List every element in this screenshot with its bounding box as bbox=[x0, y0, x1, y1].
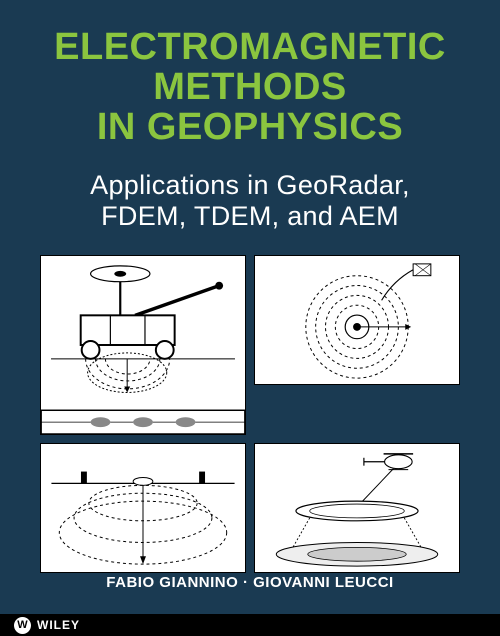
authors: FABIO GIANNINO · GIOVANNI LEUCCI bbox=[0, 574, 500, 591]
diagram-gpr bbox=[40, 255, 246, 435]
diagram-tdem bbox=[40, 443, 246, 573]
main-title: ELECTROMAGNETIC METHODS IN GEOPHYSICS bbox=[0, 0, 500, 148]
subtitle: Applications in GeoRadar, FDEM, TDEM, an… bbox=[0, 170, 500, 232]
publisher-mark-icon: W bbox=[14, 617, 31, 634]
subtitle-line-1: Applications in GeoRadar, bbox=[40, 170, 460, 201]
title-line-1: ELECTROMAGNETIC bbox=[30, 28, 470, 68]
author-2: GIOVANNI LEUCCI bbox=[253, 574, 394, 591]
publisher-name: WILEY bbox=[37, 618, 80, 632]
author-1: FABIO GIANNINO bbox=[106, 574, 238, 591]
diagram-aem bbox=[254, 443, 460, 573]
title-line-3: IN GEOPHYSICS bbox=[30, 108, 470, 148]
author-separator: · bbox=[238, 574, 253, 591]
publisher-logo: W WILEY bbox=[0, 614, 500, 636]
subtitle-line-2: FDEM, TDEM, and AEM bbox=[40, 201, 460, 232]
title-line-2: METHODS bbox=[30, 68, 470, 108]
diagram-grid bbox=[40, 255, 460, 573]
diagram-fdem bbox=[254, 255, 460, 385]
